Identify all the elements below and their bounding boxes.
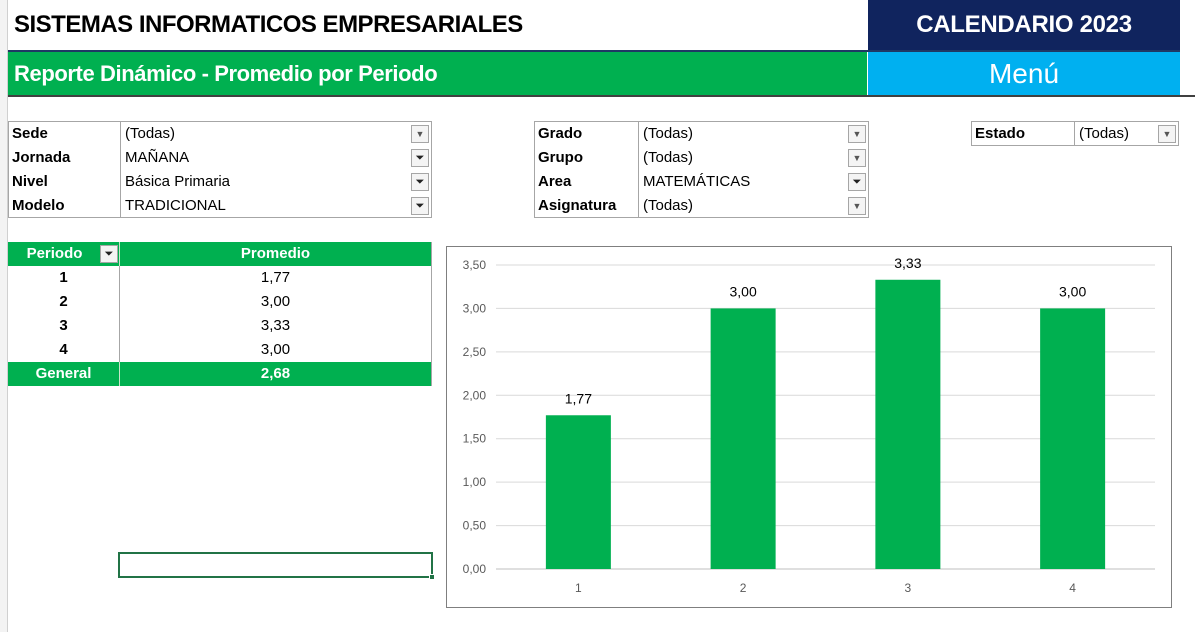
y-tick-label: 1,00 [463,475,487,489]
y-tick-label: 2,00 [463,388,487,402]
calendar-title: CALENDARIO 2023 [868,0,1180,50]
data-label: 3,00 [730,283,757,299]
pivot-total-value: 2,68 [119,362,431,386]
menu-button[interactable]: Menú [868,52,1180,95]
pivot-header-row: Periodo ⏷ Promedio [8,242,431,266]
filter-value[interactable]: (Todas) [638,146,869,170]
filter-label: Estado [975,125,1026,142]
data-label: 3,33 [894,255,921,271]
table-row: 2 3,00 [8,290,431,314]
pivot-promedio-cell: 3,00 [119,338,431,362]
filters-right: Estado (Todas) ▼ [971,121,1179,146]
y-tick-label: 1,50 [463,432,487,446]
y-tick-label: 2,50 [463,345,487,359]
table-row: 4 3,00 [8,338,431,362]
y-tick-label: 3,50 [463,258,487,272]
header-divider [8,50,1180,52]
filter-funnel-icon[interactable]: ⏷ [100,245,118,263]
dropdown-arrow-icon[interactable]: ▼ [411,125,429,143]
filter-value[interactable]: MATEMÁTICAS [638,170,869,194]
filters-left: Sede (Todas) ▼ Jornada MAÑANA ⏷ Nivel Bá… [8,121,432,218]
chart-svg: 0,00 0,50 1,00 1,50 2,00 2,50 3,00 3,50 1,77 1 3,0… [463,255,1155,595]
pivot-total-label: General [35,365,92,382]
filter-funnel-icon[interactable]: ⏷ [411,197,429,215]
filter-grupo: Grupo (Todas) ▼ [535,146,868,170]
pivot-total-row: General 2,68 [8,362,431,386]
filter-sede: Sede (Todas) ▼ [9,122,431,146]
filter-estado: Estado (Todas) ▼ [972,122,1178,146]
filter-asignatura: Asignatura (Todas) ▼ [535,194,868,218]
filter-value[interactable]: Básica Primaria [120,170,432,194]
filter-modelo: Modelo TRADICIONAL ⏷ [9,194,431,218]
y-tick-label: 0,50 [463,519,487,533]
filter-value[interactable]: (Todas) [120,122,432,146]
pivot-header-periodo-label: Periodo [26,245,83,262]
pivot-header-periodo: Periodo [8,242,119,266]
filter-label: Modelo [12,197,65,214]
app-title: SISTEMAS INFORMATICOS EMPRESARIALES [8,0,867,50]
pivot-header-promedio: Promedio [119,242,431,266]
pivot-promedio-cell: 1,77 [119,266,431,290]
pivot-table: Periodo ⏷ Promedio 1 1,77 2 3,00 3 3,33 … [8,242,432,386]
dropdown-arrow-icon[interactable]: ▼ [1158,125,1176,143]
data-label: 1,77 [565,390,592,406]
pivot-periodo-cell: 2 [59,293,68,310]
filter-label: Asignatura [538,197,617,214]
filter-value[interactable]: MAÑANA [120,146,432,170]
filter-nivel: Nivel Básica Primaria ⏷ [9,170,431,194]
chart-bar [1040,308,1106,569]
x-tick-label: 1 [575,581,582,595]
chart-bar [710,308,776,569]
filter-funnel-icon[interactable]: ⏷ [411,173,429,191]
filter-label: Sede [12,125,48,142]
data-label: 3,00 [1059,283,1086,299]
chart-bar [545,415,611,569]
filter-label: Area [538,173,572,190]
filter-grado: Grado (Todas) ▼ [535,122,868,146]
filter-value[interactable]: TRADICIONAL [120,194,432,218]
pivot-promedio-cell: 3,33 [119,314,431,338]
header-bottom-divider [8,95,1195,97]
report-title: Reporte Dinámico - Promedio por Periodo [8,52,867,95]
pivot-periodo-cell: 1 [59,269,68,286]
x-tick-label: 4 [1069,581,1076,595]
pivot-periodo-cell: 4 [59,341,68,358]
filter-funnel-icon[interactable]: ⏷ [411,149,429,167]
promedio-bar-chart[interactable]: 0,00 0,50 1,00 1,50 2,00 2,50 3,00 3,50 1,77 1 3,0… [446,246,1172,608]
filter-funnel-icon[interactable]: ⏷ [848,173,866,191]
filter-label: Grupo [538,149,583,166]
filter-value[interactable]: (Todas) [1074,122,1179,146]
pivot-promedio-cell: 3,00 [119,290,431,314]
dropdown-arrow-icon[interactable]: ▼ [848,125,866,143]
filter-area: Area MATEMÁTICAS ⏷ [535,170,868,194]
y-tick-label: 3,00 [463,301,487,315]
row-header-strip [0,0,8,632]
filter-jornada: Jornada MAÑANA ⏷ [9,146,431,170]
x-tick-label: 3 [905,581,912,595]
y-tick-label: 0,00 [463,562,487,576]
filters-middle: Grado (Todas) ▼ Grupo (Todas) ▼ Area MAT… [534,121,869,218]
dropdown-arrow-icon[interactable]: ▼ [848,149,866,167]
selected-cell[interactable] [118,552,435,580]
filter-value[interactable]: (Todas) [638,194,869,218]
table-row: 3 3,33 [8,314,431,338]
filter-label: Grado [538,125,583,142]
filter-value[interactable]: (Todas) [638,122,869,146]
filter-label: Jornada [12,149,71,166]
dropdown-arrow-icon[interactable]: ▼ [848,197,866,215]
fill-handle[interactable] [429,574,435,580]
pivot-periodo-cell: 3 [59,317,68,334]
x-tick-label: 2 [740,581,747,595]
filter-label: Nivel [12,173,48,190]
chart-bar [875,279,941,569]
table-row: 1 1,77 [8,266,431,290]
